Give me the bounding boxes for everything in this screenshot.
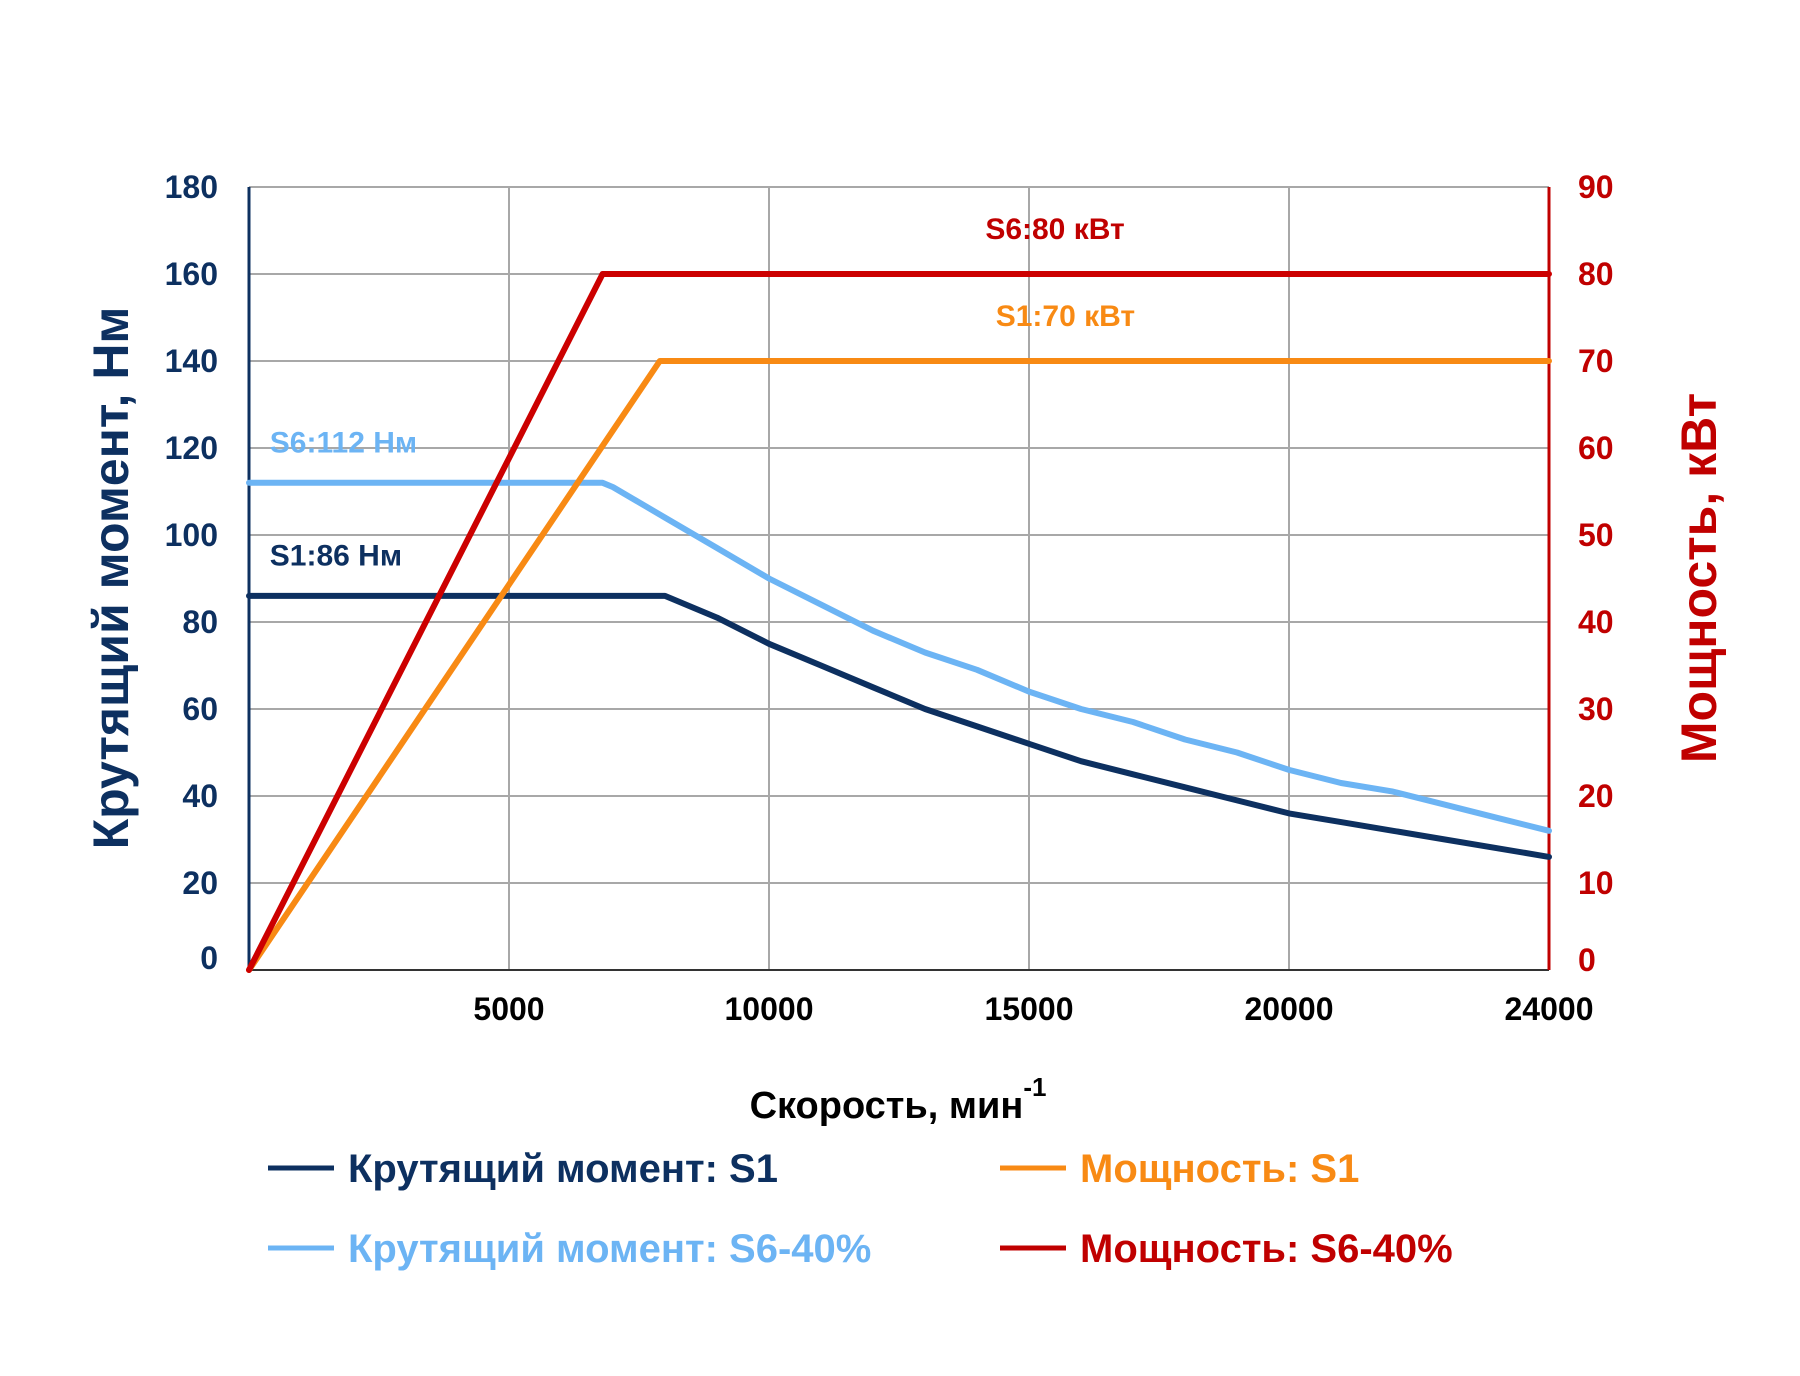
x-tick-label: 24000 [1505,991,1594,1027]
y-left-tick-label: 140 [165,343,218,379]
x-tick-label: 5000 [473,991,544,1027]
annotation-label: S6:112 Нм [270,426,417,459]
x-axis-title-main: Скорость, мин [750,1085,1024,1127]
legend-label: Крутящий момент: S1 [348,1147,778,1191]
series-line-2 [246,479,1552,834]
y-left-tick-label: 100 [165,517,218,553]
y-axis-right-title: Мощность, кВт [1671,393,1727,763]
y-right-tick-label: 90 [1578,169,1614,205]
y-right-tick-label: 0 [1578,942,1596,978]
y-left-tick-label: 40 [182,778,218,814]
grid [249,186,1549,970]
y-right-tick-label: 10 [1578,865,1614,901]
y-right-tick-label: 60 [1578,430,1614,466]
y-right-tick-label: 50 [1578,517,1614,553]
series-line-4 [246,271,1552,973]
y-right-tick-label: 70 [1578,343,1614,379]
annotation-label: S6:80 кВт [985,213,1124,246]
legend: Крутящий момент: S1 Мощность: S1 Крутящий … [268,1147,1453,1271]
legend-label: Крутящий момент: S6-40% [348,1227,871,1271]
x-axis-title: Скорость, мин-1 [750,1072,1047,1127]
annotation-label: S1:70 кВт [996,300,1135,333]
axes [247,186,1551,971]
y-left-tick-label: 0 [200,940,218,976]
legend-label: Мощность: S6-40% [1080,1227,1453,1271]
y-left-tick-label: 60 [182,691,218,727]
y-axis-left-title: Крутящий момент, Нм [83,307,139,850]
y-right-tick-label: 40 [1578,604,1614,640]
x-tick-label: 15000 [985,991,1074,1027]
x-axis-title-superscript: -1 [1023,1072,1046,1102]
y-left-tick-label: 20 [182,865,218,901]
annotation-label: S1:86 Нм [270,539,402,572]
legend-label: Мощность: S1 [1080,1147,1359,1191]
y-right-tick-label: 80 [1578,256,1614,292]
y-right-tick-label: 30 [1578,691,1614,727]
y-left-tick-label: 180 [165,169,218,205]
x-tick-label: 10000 [725,991,814,1027]
series [246,271,1552,973]
y-left-tick-label: 80 [182,604,218,640]
y-right-tick-label: 20 [1578,778,1614,814]
series-line-1 [246,592,1552,860]
x-tick-label: 20000 [1245,991,1334,1027]
series-line-3 [246,358,1552,973]
labels: 0 20 40 60 80 100 120 140 160 180 0 10 20 30 40 50 60 70 8… [165,169,1614,1027]
y-left-tick-label: 160 [165,256,218,292]
y-left-tick-label: 120 [165,430,218,466]
